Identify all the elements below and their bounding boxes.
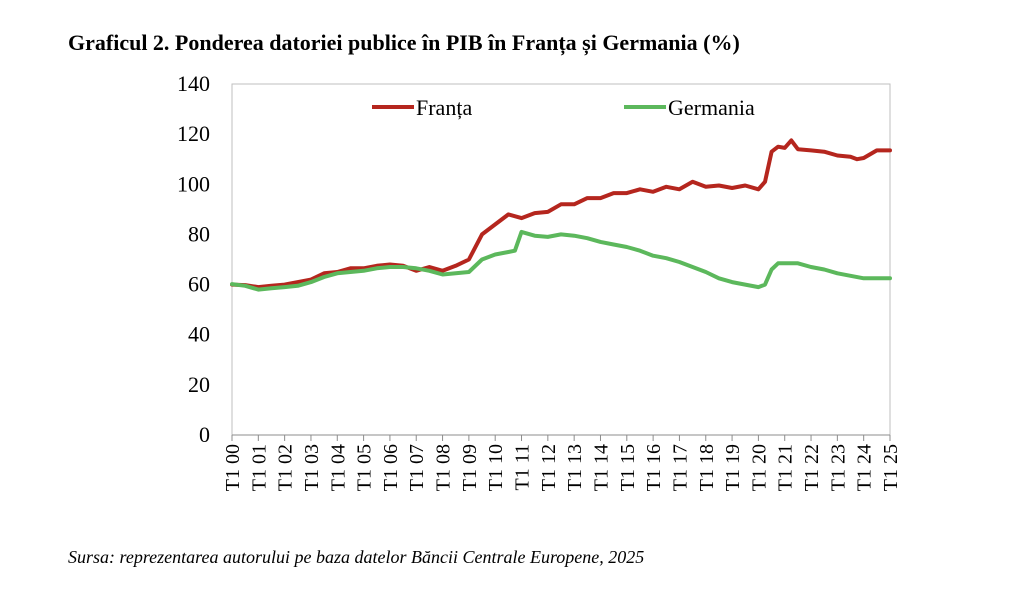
x-tick-label: T1 01 [248, 444, 270, 491]
y-tick-label: 0 [199, 422, 210, 447]
y-tick-label: 40 [188, 322, 210, 347]
x-tick-label: T1 09 [459, 444, 481, 491]
y-tick-label: 140 [177, 71, 210, 96]
x-tick-label: T1 25 [880, 444, 902, 491]
x-tick-label: T1 08 [433, 444, 455, 491]
x-tick-label: T1 19 [722, 444, 744, 491]
x-axis-ticks: T1 00 T1 01 T1 02 T1 03 T1 04 T1 05 T1 06 T1 07… [222, 435, 902, 491]
legend-label: Franța [416, 95, 472, 120]
y-axis-ticks: 0 20 40 60 80 100 120 140 [177, 71, 210, 447]
x-tick-label: T1 10 [485, 444, 507, 491]
y-tick-label: 20 [188, 372, 210, 397]
x-tick-label: T1 15 [617, 444, 639, 491]
x-tick-label: T1 14 [590, 444, 612, 491]
plot-area [231, 83, 891, 436]
x-tick-label: T1 00 [222, 444, 244, 491]
source-note: Sursa: reprezentarea autorului pe baza d… [68, 547, 645, 567]
x-tick-label: T1 18 [696, 444, 718, 491]
x-tick-label: T1 21 [775, 444, 797, 491]
x-tick-label: T1 16 [643, 444, 665, 491]
legend: Franța Germania [372, 95, 755, 120]
x-tick-label: T1 05 [354, 444, 376, 491]
y-tick-label: 60 [188, 272, 210, 297]
y-tick-label: 120 [177, 121, 210, 146]
x-tick-label: T1 17 [669, 444, 691, 491]
series-line-franța [230, 138, 892, 290]
x-tick-label: T1 12 [538, 444, 560, 491]
plot-border [231, 83, 891, 436]
x-tick-label: T1 23 [827, 444, 849, 491]
x-tick-label: T1 03 [301, 444, 323, 491]
x-tick-label: T1 22 [801, 444, 823, 491]
x-tick-label: T1 07 [406, 444, 428, 491]
y-tick-label: 80 [188, 221, 210, 246]
x-tick-label: T1 11 [512, 444, 534, 490]
x-tick-label: T1 20 [748, 444, 770, 491]
chart-title: Graficul 2. Ponderea datoriei publice în… [68, 30, 740, 55]
x-tick-label: T1 13 [564, 444, 586, 491]
y-tick-label: 100 [177, 171, 210, 196]
series-lines [230, 138, 892, 292]
legend-label: Germania [668, 95, 755, 120]
x-tick-label: T1 02 [275, 444, 297, 491]
x-tick-label: T1 06 [380, 444, 402, 491]
x-tick-label: T1 24 [854, 444, 876, 491]
series-line-germania [230, 229, 892, 292]
x-tick-label: T1 04 [327, 444, 349, 491]
